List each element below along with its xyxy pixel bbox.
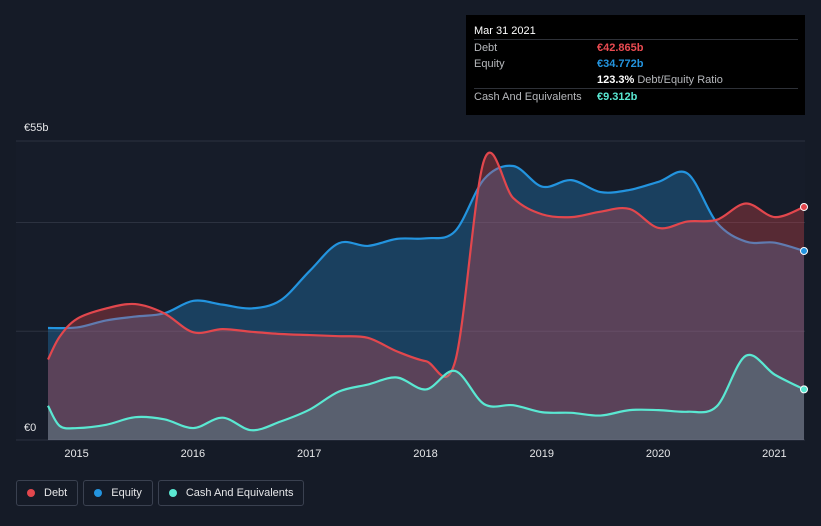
series-layer bbox=[47, 151, 805, 440]
equity-area bbox=[48, 165, 804, 440]
ratio-value: 123.3% bbox=[597, 74, 635, 86]
y-tick-label-bottom: €0 bbox=[24, 422, 37, 434]
cash-end-point bbox=[800, 385, 808, 394]
legend-item-equity[interactable]: Equity bbox=[83, 480, 153, 506]
legend-item-cash[interactable]: Cash And Equivalents bbox=[157, 480, 305, 506]
legend-item-debt[interactable]: Debt bbox=[16, 480, 79, 506]
x-tick-label: 2015 bbox=[64, 448, 89, 460]
x-tick-label: 2019 bbox=[529, 448, 555, 460]
x-tick-label: 2017 bbox=[296, 448, 322, 460]
tooltip-label: Cash And Equivalents bbox=[474, 91, 582, 103]
legend-label: Equity bbox=[111, 487, 142, 499]
x-tick-label: 2018 bbox=[413, 448, 438, 460]
tooltip-row-equity: Equity €34.772b bbox=[474, 56, 798, 72]
tooltip-date: Mar 31 2021 bbox=[474, 25, 536, 37]
legend-label: Cash And Equivalents bbox=[185, 487, 294, 499]
debt-end-point bbox=[800, 202, 808, 211]
legend-label: Debt bbox=[44, 487, 68, 499]
ratio-label: Debt/Equity Ratio bbox=[637, 74, 723, 86]
tooltip-row-cash: Cash And Equivalents €9.312b bbox=[474, 88, 798, 105]
tooltip-ratio: 123.3% Debt/Equity Ratio bbox=[597, 72, 723, 88]
tooltip-label: Equity bbox=[474, 58, 505, 70]
cash-dot-icon bbox=[168, 489, 177, 497]
tooltip-value: €34.772b bbox=[597, 58, 644, 70]
x-tick-label: 2021 bbox=[762, 448, 787, 460]
tooltip-row-ratio: 123.3% Debt/Equity Ratio bbox=[474, 72, 798, 88]
x-tick-label: 2020 bbox=[645, 448, 671, 460]
end-points bbox=[800, 202, 808, 394]
equity-line bbox=[47, 164, 805, 330]
equity-dot-icon bbox=[94, 489, 103, 497]
cash-line bbox=[47, 353, 805, 432]
tooltip-panel: Mar 31 2021 Debt €42.865b Equity €34.772… bbox=[466, 15, 805, 115]
tooltip-value: €42.865b bbox=[597, 42, 644, 54]
equity-end-point bbox=[800, 246, 808, 255]
debt-dot-icon bbox=[27, 489, 35, 497]
debt-line bbox=[47, 151, 805, 378]
y-tick-label-top: €55b bbox=[24, 122, 49, 134]
plot-background bbox=[16, 141, 805, 440]
tooltip-label: Debt bbox=[474, 42, 498, 54]
tooltip-value: €9.312b bbox=[597, 91, 638, 103]
grid-lines bbox=[16, 140, 805, 441]
x-tick-label: 2016 bbox=[180, 448, 206, 460]
debt-area bbox=[48, 152, 804, 440]
tooltip-row-debt: Debt €42.865b bbox=[474, 39, 798, 56]
cash-area bbox=[48, 354, 804, 440]
legend: Debt Equity Cash And Equivalents bbox=[16, 480, 305, 508]
